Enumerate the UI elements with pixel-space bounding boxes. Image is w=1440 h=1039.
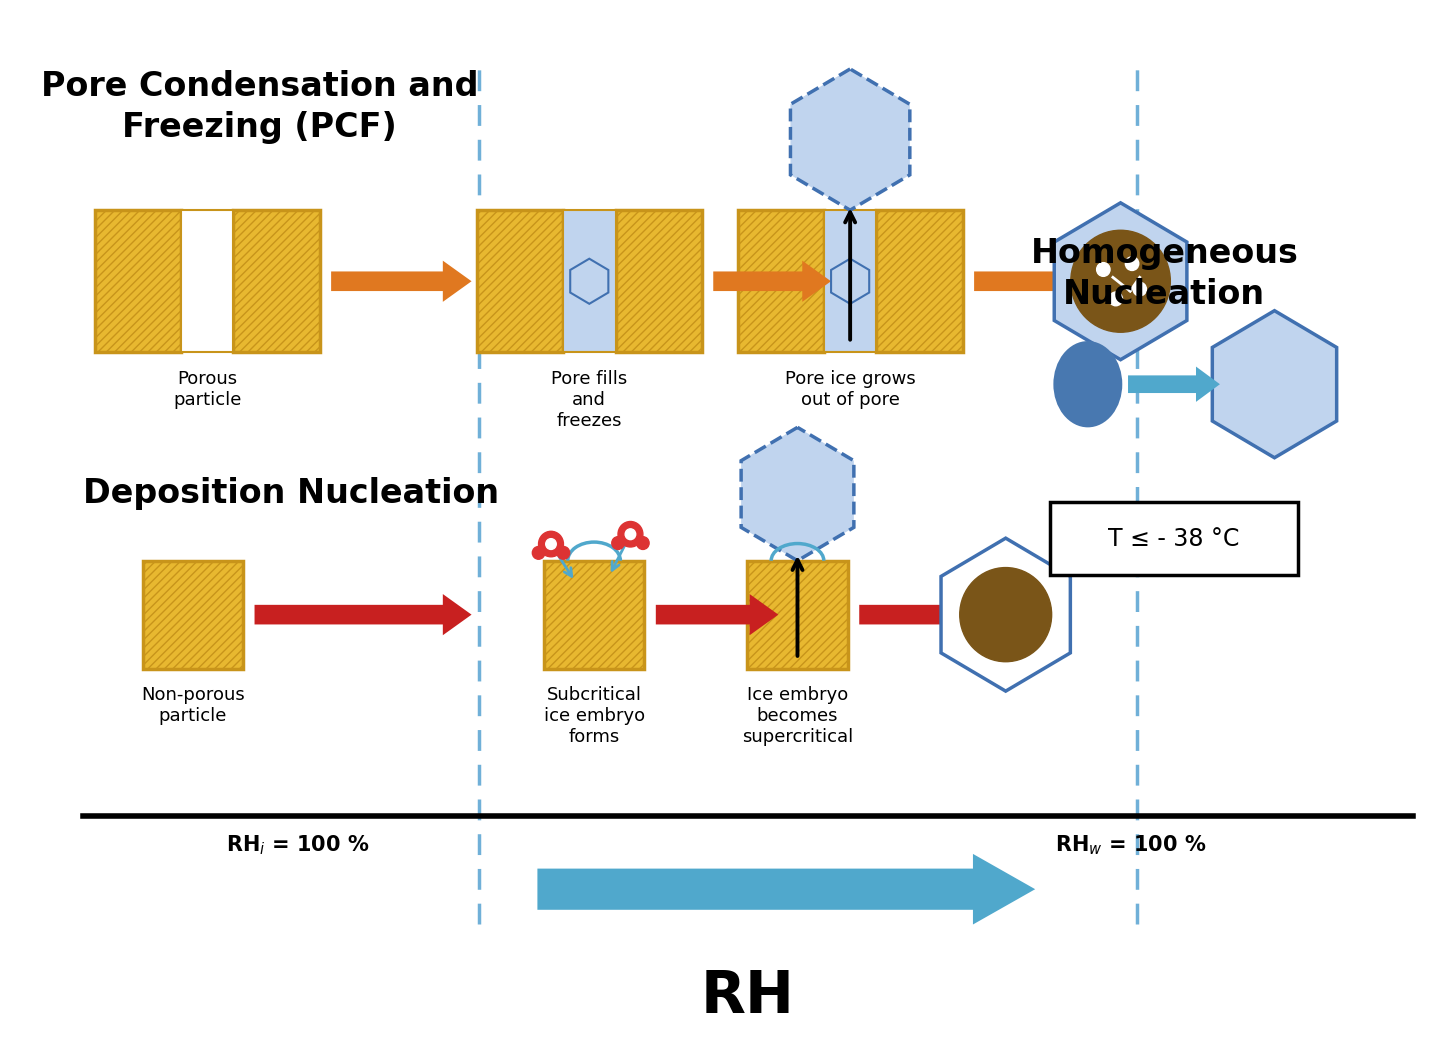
FancyArrow shape [1128, 367, 1220, 402]
Bar [143, 561, 243, 668]
Circle shape [612, 537, 624, 550]
Circle shape [636, 537, 649, 550]
FancyBboxPatch shape [1050, 502, 1299, 576]
Text: Deposition Nucleation: Deposition Nucleation [82, 477, 498, 510]
FancyArrow shape [537, 854, 1035, 925]
Text: T ≤ - 38 °C: T ≤ - 38 °C [1109, 527, 1240, 551]
Polygon shape [1054, 203, 1187, 359]
Circle shape [1097, 263, 1110, 276]
Text: RH: RH [701, 967, 795, 1024]
Circle shape [959, 567, 1051, 662]
Bar [824, 210, 877, 352]
Text: Pore fills
and
freezes: Pore fills and freezes [552, 370, 628, 429]
Polygon shape [742, 427, 854, 561]
Polygon shape [570, 259, 608, 303]
Circle shape [1071, 231, 1171, 332]
Ellipse shape [1054, 341, 1122, 427]
Bar [143, 561, 243, 668]
FancyArrow shape [331, 261, 471, 302]
Text: RH$_i$ = 100 %: RH$_i$ = 100 % [226, 833, 370, 857]
Circle shape [557, 547, 570, 559]
Bar [747, 561, 848, 668]
Text: Homogeneous
Nucleation: Homogeneous Nucleation [1031, 237, 1299, 311]
Circle shape [1133, 283, 1146, 296]
Text: Subcritical
ice embryo
forms: Subcritical ice embryo forms [543, 686, 645, 746]
Bar [477, 210, 563, 352]
Bar [737, 210, 824, 352]
Bar [877, 210, 962, 352]
Bar [233, 210, 320, 352]
Bar [616, 210, 701, 352]
Circle shape [533, 547, 544, 559]
Circle shape [1125, 257, 1139, 270]
Bar [95, 210, 181, 352]
FancyArrow shape [973, 261, 1092, 302]
FancyArrow shape [255, 594, 471, 635]
Circle shape [539, 531, 563, 557]
Bar [544, 561, 644, 668]
Bar [544, 561, 644, 668]
Bar [233, 210, 320, 352]
FancyArrow shape [860, 594, 982, 635]
Circle shape [618, 522, 642, 547]
Polygon shape [940, 538, 1070, 691]
Bar [181, 210, 233, 352]
Bar [563, 210, 616, 352]
Bar [737, 210, 824, 352]
Bar [747, 561, 848, 668]
FancyArrow shape [713, 261, 831, 302]
Circle shape [546, 538, 556, 550]
Circle shape [1109, 292, 1122, 305]
Polygon shape [791, 69, 910, 210]
Text: Ice embryo
becomes
supercritical: Ice embryo becomes supercritical [742, 686, 852, 746]
Bar [877, 210, 962, 352]
Circle shape [625, 529, 635, 539]
Bar [95, 210, 181, 352]
Text: Pore ice grows
out of pore: Pore ice grows out of pore [785, 370, 916, 408]
Text: Non-porous
particle: Non-porous particle [141, 686, 245, 725]
Text: Pore Condensation and
Freezing (PCF): Pore Condensation and Freezing (PCF) [42, 71, 478, 144]
Polygon shape [831, 259, 870, 303]
Polygon shape [1212, 311, 1336, 458]
Text: Porous
particle: Porous particle [173, 370, 242, 408]
Bar [616, 210, 701, 352]
Text: RH$_w$ = 100 %: RH$_w$ = 100 % [1056, 833, 1207, 857]
FancyArrow shape [655, 594, 779, 635]
Bar [477, 210, 563, 352]
